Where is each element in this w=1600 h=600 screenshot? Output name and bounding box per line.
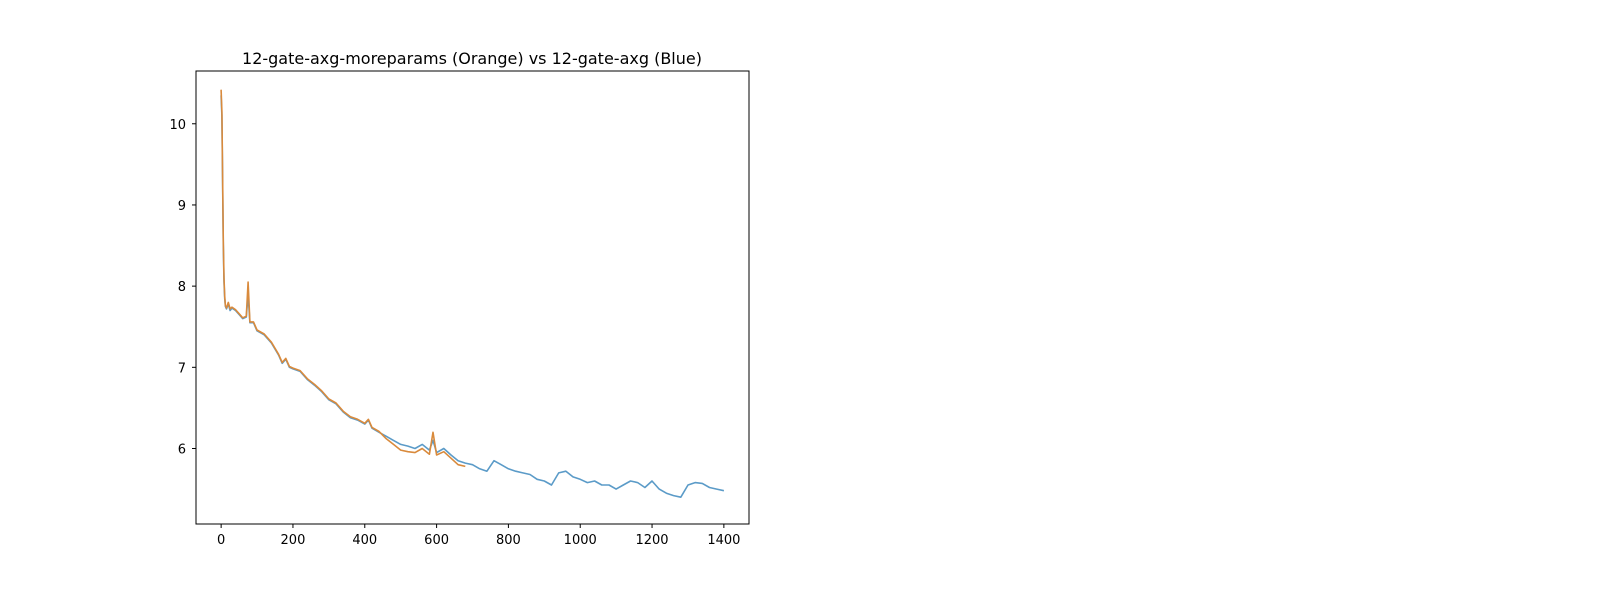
series-line-1 (220, 89, 466, 468)
y-tick-label: 9 (178, 199, 186, 214)
x-tick-label: 200 (281, 533, 306, 548)
x-tick-label: 800 (496, 533, 521, 548)
series-line-0 (220, 95, 725, 498)
x-tick-label: 0 (217, 533, 225, 548)
x-axis: 0 200 400 600 800 1000 1200 1400 (217, 524, 740, 548)
x-tick-label: 400 (352, 533, 377, 548)
x-tick-label: 1400 (707, 533, 740, 548)
chart-lines (220, 89, 725, 498)
y-axis: 6 7 8 9 10 (169, 118, 196, 458)
x-tick-label: 1200 (635, 533, 668, 548)
plot-frame (195, 70, 750, 525)
x-tick-label: 600 (424, 533, 449, 548)
y-tick-label: 10 (169, 118, 186, 133)
y-tick-label: 8 (178, 280, 186, 295)
y-tick-label: 6 (178, 443, 186, 458)
y-tick-label: 7 (178, 361, 186, 376)
chart-title: 12-gate-axg-moreparams (Orange) vs 12-ga… (242, 49, 702, 68)
x-tick-label: 1000 (564, 533, 597, 548)
